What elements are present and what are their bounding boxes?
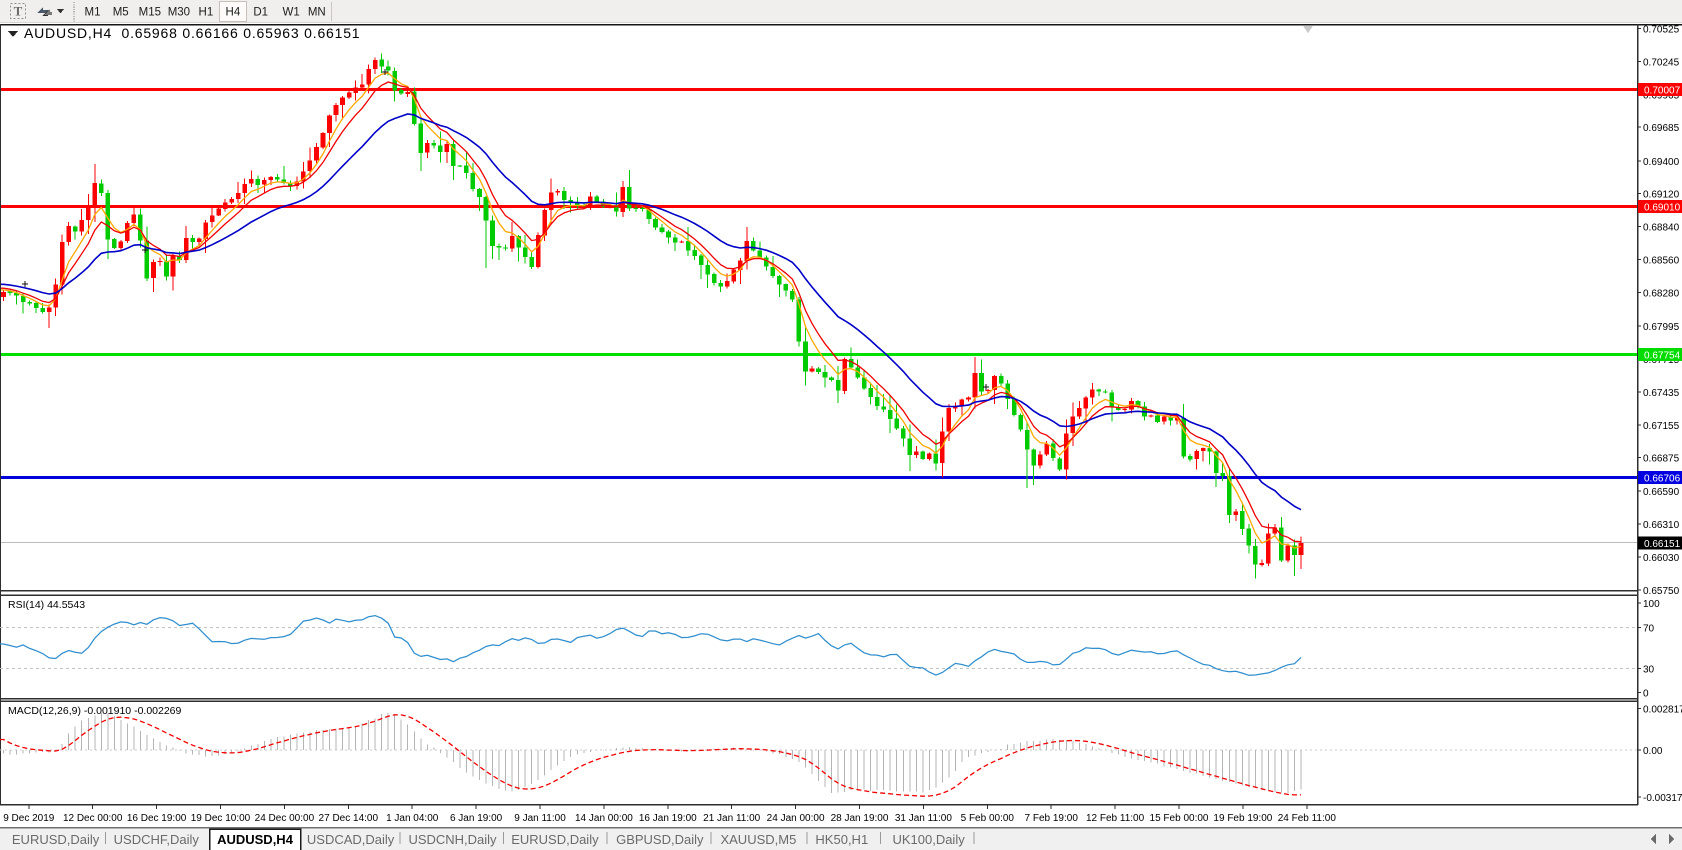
svg-text:19 Dec 10:00: 19 Dec 10:00	[191, 813, 251, 824]
svg-text:100: 100	[1643, 599, 1660, 610]
svg-text:0.00: 0.00	[1643, 746, 1663, 757]
svg-text:0.66030: 0.66030	[1643, 553, 1680, 564]
svg-text:USDCHF,Daily: USDCHF,Daily	[114, 832, 200, 847]
svg-text:31 Jan 11:00: 31 Jan 11:00	[895, 813, 953, 824]
svg-text:0.67754: 0.67754	[1644, 350, 1681, 361]
svg-text:H1: H1	[199, 7, 214, 19]
svg-text:AUDUSD,H4: AUDUSD,H4	[217, 832, 294, 847]
svg-text:0.66706: 0.66706	[1644, 474, 1681, 485]
svg-text:16 Dec 19:00: 16 Dec 19:00	[127, 813, 187, 824]
svg-text:0.002817: 0.002817	[1643, 705, 1682, 716]
svg-text:0.65750: 0.65750	[1643, 586, 1680, 597]
svg-text:9 Dec 2019: 9 Dec 2019	[3, 813, 55, 824]
svg-text:0.67155: 0.67155	[1643, 421, 1680, 432]
svg-text:MN: MN	[308, 7, 326, 19]
svg-text:MACD(12,26,9) -0.001910 -0.002: MACD(12,26,9) -0.001910 -0.002269	[8, 705, 182, 717]
svg-text:0.68280: 0.68280	[1643, 289, 1680, 300]
svg-text:0.68560: 0.68560	[1643, 256, 1680, 267]
svg-text:M1: M1	[85, 7, 101, 19]
svg-text:30: 30	[1643, 665, 1655, 676]
svg-text:24 Dec 00:00: 24 Dec 00:00	[255, 813, 315, 824]
svg-text:0.69400: 0.69400	[1643, 157, 1680, 168]
svg-text:28 Jan 19:00: 28 Jan 19:00	[831, 813, 889, 824]
svg-text:W1: W1	[282, 7, 299, 19]
svg-text:AUDUSD,H4 0.65968 0.66166 0.6: AUDUSD,H4 0.65968 0.66166 0.65963 0.6615…	[24, 25, 360, 41]
svg-text:XAUUSD,M5: XAUUSD,M5	[720, 832, 796, 847]
svg-text:21 Jan 11:00: 21 Jan 11:00	[703, 813, 761, 824]
svg-text:19 Feb 19:00: 19 Feb 19:00	[1213, 813, 1272, 824]
svg-text:5 Feb 00:00: 5 Feb 00:00	[961, 813, 1015, 824]
svg-text:0.68840: 0.68840	[1643, 223, 1680, 234]
svg-text:1 Jan 04:00: 1 Jan 04:00	[386, 813, 439, 824]
svg-text:HK50,H1: HK50,H1	[815, 832, 868, 847]
svg-text:15 Feb 00:00: 15 Feb 00:00	[1150, 813, 1209, 824]
svg-text:USDCAD,Daily: USDCAD,Daily	[307, 832, 395, 847]
svg-text:24 Feb 11:00: 24 Feb 11:00	[1278, 813, 1337, 824]
svg-text:GBPUSD,Daily: GBPUSD,Daily	[616, 832, 704, 847]
svg-text:M15: M15	[139, 7, 161, 19]
svg-text:0.66310: 0.66310	[1643, 520, 1680, 531]
svg-text:70: 70	[1643, 624, 1655, 635]
svg-text:RSI(14) 44.5543: RSI(14) 44.5543	[8, 599, 85, 611]
svg-text:0.66590: 0.66590	[1643, 487, 1680, 498]
svg-text:0.69685: 0.69685	[1643, 123, 1680, 134]
svg-text:EURUSD,Daily: EURUSD,Daily	[12, 832, 100, 847]
svg-text:0.66875: 0.66875	[1643, 454, 1680, 465]
svg-text:16 Jan 19:00: 16 Jan 19:00	[639, 813, 697, 824]
svg-text:D1: D1	[253, 7, 268, 19]
svg-text:9 Jan 11:00: 9 Jan 11:00	[514, 813, 566, 824]
svg-text:0.70007: 0.70007	[1644, 85, 1681, 96]
svg-text:0.70245: 0.70245	[1643, 57, 1680, 68]
svg-text:0: 0	[1643, 689, 1649, 700]
svg-text:7 Feb 19:00: 7 Feb 19:00	[1025, 813, 1079, 824]
svg-text:0.70525: 0.70525	[1643, 25, 1680, 36]
svg-text:0.66151: 0.66151	[1644, 539, 1681, 550]
svg-text:6 Jan 19:00: 6 Jan 19:00	[450, 813, 503, 824]
svg-text:12 Feb 11:00: 12 Feb 11:00	[1086, 813, 1145, 824]
svg-text:24 Jan 00:00: 24 Jan 00:00	[767, 813, 825, 824]
svg-text:0.67435: 0.67435	[1643, 388, 1680, 399]
svg-text:0.69010: 0.69010	[1644, 203, 1681, 214]
svg-text:USDCNH,Daily: USDCNH,Daily	[408, 832, 497, 847]
svg-text:M30: M30	[168, 7, 190, 19]
svg-text:H4: H4	[226, 7, 241, 19]
svg-text:27 Dec 14:00: 27 Dec 14:00	[319, 813, 379, 824]
svg-text:EURUSD,Daily: EURUSD,Daily	[511, 832, 599, 847]
svg-text:0.67995: 0.67995	[1643, 322, 1680, 333]
svg-text:T: T	[14, 4, 23, 19]
svg-text:UK100,Daily: UK100,Daily	[892, 832, 965, 847]
svg-text:12 Dec 00:00: 12 Dec 00:00	[63, 813, 123, 824]
svg-text:0.69120: 0.69120	[1643, 190, 1680, 201]
svg-text:14 Jan 00:00: 14 Jan 00:00	[575, 813, 633, 824]
svg-text:M5: M5	[113, 7, 129, 19]
